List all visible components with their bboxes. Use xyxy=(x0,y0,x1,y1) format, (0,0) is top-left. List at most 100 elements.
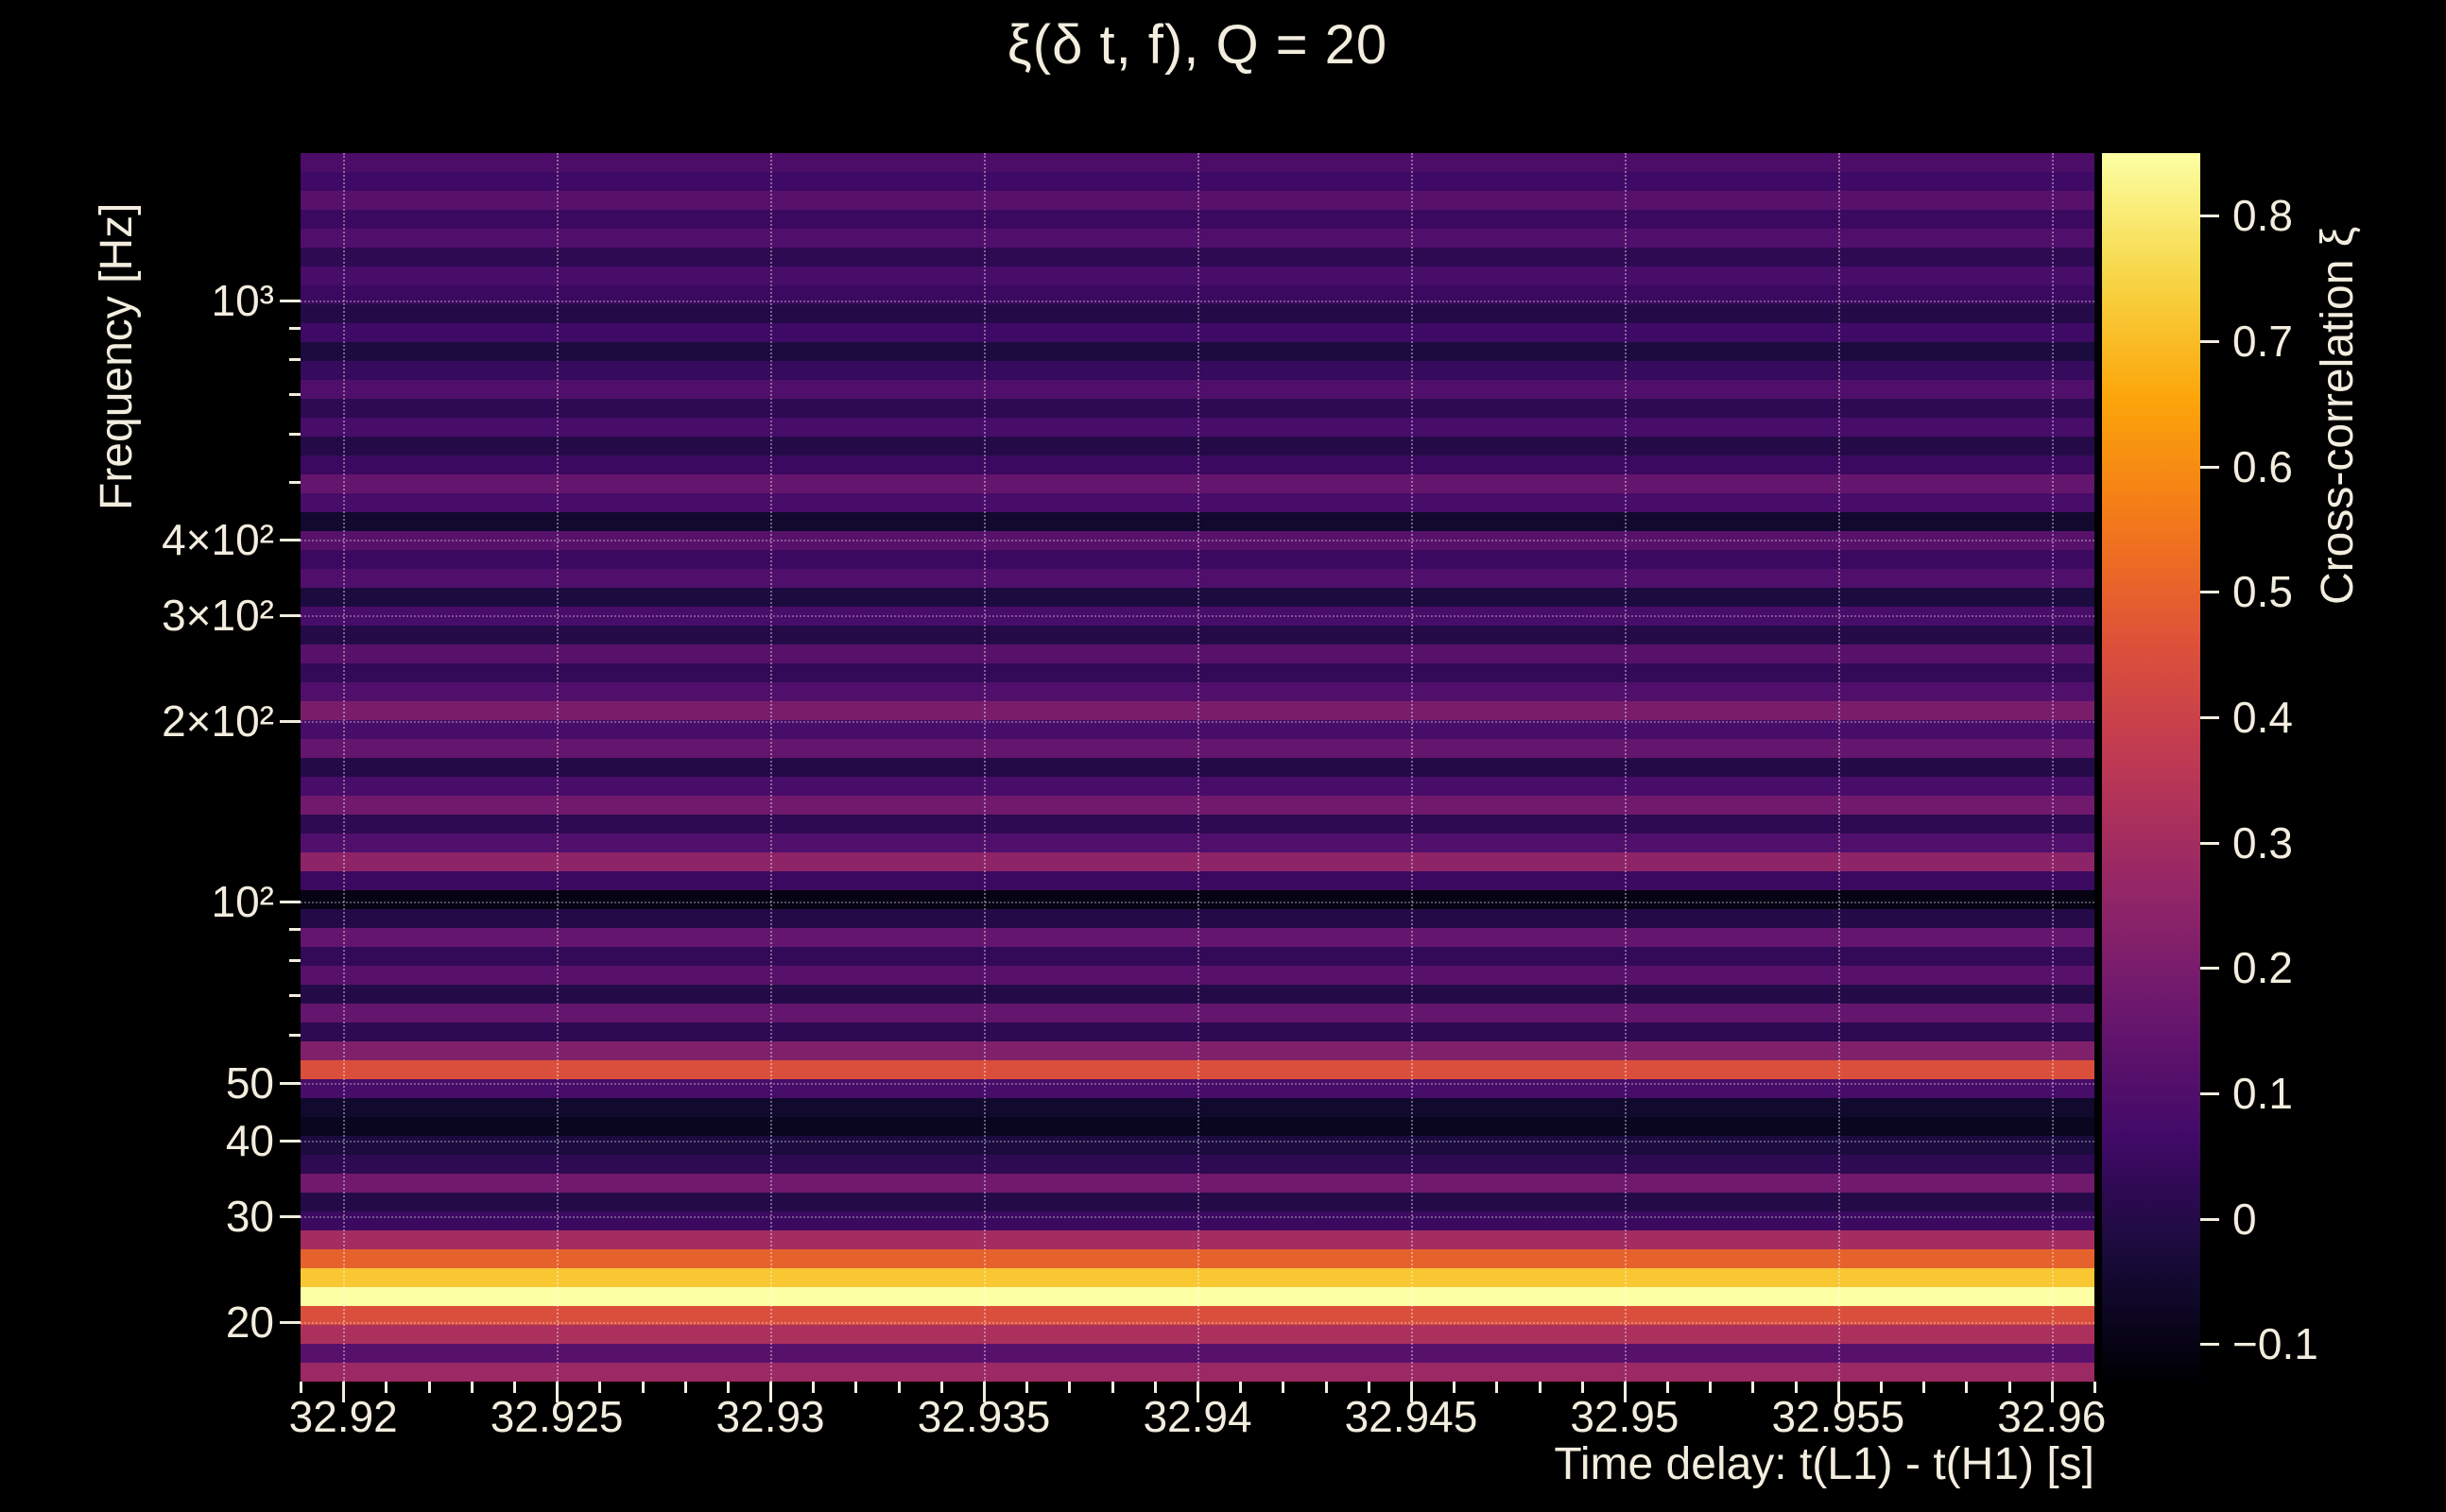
gridline-horizontal xyxy=(301,1141,2094,1143)
x-tick-major xyxy=(1409,1382,1413,1402)
heat-row xyxy=(301,1022,2094,1041)
heat-row xyxy=(301,512,2094,531)
x-tick-minor xyxy=(1965,1382,1969,1393)
heat-row xyxy=(301,701,2094,720)
y-tick-minor xyxy=(289,928,301,932)
heat-row xyxy=(301,871,2094,890)
heat-row xyxy=(301,1136,2094,1155)
gridline-horizontal xyxy=(301,540,2094,542)
heat-row xyxy=(301,1079,2094,1098)
y-tick-minor xyxy=(289,327,301,331)
x-tick-major xyxy=(769,1382,773,1402)
heat-row xyxy=(301,833,2094,852)
x-tick-minor xyxy=(854,1382,858,1393)
x-tick-minor xyxy=(427,1382,431,1393)
gridline-horizontal xyxy=(301,614,2094,617)
colorbar-title: Cross-correlation ξ xyxy=(2313,226,2363,605)
heat-row xyxy=(301,153,2094,172)
heat-row xyxy=(301,1098,2094,1117)
gridline-horizontal xyxy=(301,902,2094,904)
heat-row xyxy=(301,644,2094,663)
x-tick-minor xyxy=(1880,1382,1884,1393)
heat-row xyxy=(301,455,2094,474)
colorbar-tick xyxy=(2200,1091,2219,1095)
x-tick-minor xyxy=(1282,1382,1285,1393)
colorbar-tick-label: 0.1 xyxy=(2232,1068,2293,1118)
gridline-horizontal xyxy=(301,301,2094,303)
x-tick-minor xyxy=(1751,1382,1755,1393)
colorbar-tick-label: 0.2 xyxy=(2232,943,2293,993)
heat-row xyxy=(301,626,2094,644)
heat-row xyxy=(301,437,2094,455)
heat-row xyxy=(301,758,2094,777)
x-tick-label: 32.96 xyxy=(1997,1392,2107,1441)
heat-row xyxy=(301,474,2094,493)
colorbar-tick-label: 0.8 xyxy=(2232,191,2293,241)
y-tick-major xyxy=(280,1140,301,1143)
heat-row xyxy=(301,493,2094,512)
x-tick-major xyxy=(1836,1382,1840,1402)
heat-row xyxy=(301,1249,2094,1268)
heat-row xyxy=(301,1004,2094,1022)
x-tick-minor xyxy=(1153,1382,1157,1393)
x-tick-minor xyxy=(1453,1382,1456,1393)
y-tick-minor xyxy=(289,433,301,437)
x-tick-minor xyxy=(512,1382,516,1393)
x-tick-minor xyxy=(1068,1382,1072,1393)
gridline-horizontal xyxy=(301,720,2094,723)
heat-row xyxy=(301,569,2094,588)
x-tick-label: 32.94 xyxy=(1143,1392,1252,1441)
heat-row xyxy=(301,361,2094,380)
grid-layer xyxy=(301,153,2094,1382)
y-tick-label: 4×10² xyxy=(162,515,274,565)
heat-row xyxy=(301,890,2094,909)
heat-row xyxy=(301,191,2094,210)
heat-row xyxy=(301,796,2094,815)
x-tick-minor xyxy=(300,1382,302,1393)
y-tick-major xyxy=(280,901,301,904)
x-tick-major xyxy=(1197,1382,1199,1402)
heat-row xyxy=(301,323,2094,342)
x-tick-minor xyxy=(641,1382,645,1393)
x-tick-minor xyxy=(1367,1382,1370,1393)
heat-row xyxy=(301,1155,2094,1174)
heat-row xyxy=(301,1174,2094,1193)
heat-row xyxy=(301,1325,2094,1344)
heat-row xyxy=(301,1060,2094,1079)
x-tick-minor xyxy=(2093,1382,2096,1393)
heat-row xyxy=(301,1363,2094,1382)
heat-row xyxy=(301,1230,2094,1249)
x-tick-minor xyxy=(1709,1382,1713,1393)
y-tick-label: 10² xyxy=(211,877,274,927)
heat-row xyxy=(301,418,2094,437)
heat-row xyxy=(301,1117,2094,1136)
y-tick-minor xyxy=(289,392,301,396)
gridline-horizontal xyxy=(301,1082,2094,1085)
colorbar-tick-label: 0.5 xyxy=(2232,567,2293,617)
x-tick-minor xyxy=(1580,1382,1584,1393)
y-tick-major xyxy=(280,613,301,617)
y-tick-major xyxy=(280,1214,301,1218)
heat-row xyxy=(301,928,2094,947)
colorbar-tick xyxy=(2200,1217,2219,1221)
y-tick-label: 20 xyxy=(225,1297,274,1347)
colorbar-tick xyxy=(2200,215,2219,218)
x-tick-minor xyxy=(1111,1382,1114,1393)
x-tick-minor xyxy=(598,1382,602,1393)
colorbar-tick-label: 0.6 xyxy=(2232,441,2293,491)
x-tick-label: 32.92 xyxy=(288,1392,398,1441)
gridline-vertical xyxy=(557,153,560,1382)
gridline-vertical xyxy=(1837,153,1840,1382)
x-tick-label: 32.95 xyxy=(1570,1392,1679,1441)
x-tick-label: 32.955 xyxy=(1771,1392,1905,1441)
y-tick-label: 50 xyxy=(225,1057,274,1108)
gridline-vertical xyxy=(1624,153,1627,1382)
heat-row xyxy=(301,266,2094,285)
x-tick-major xyxy=(1623,1382,1627,1402)
gridline-vertical xyxy=(2051,153,2054,1382)
y-tick-minor xyxy=(289,357,301,361)
colorbar-tick xyxy=(2200,715,2219,719)
heat-row xyxy=(301,682,2094,701)
heat-row xyxy=(301,248,2094,266)
heat-row xyxy=(301,1344,2094,1363)
